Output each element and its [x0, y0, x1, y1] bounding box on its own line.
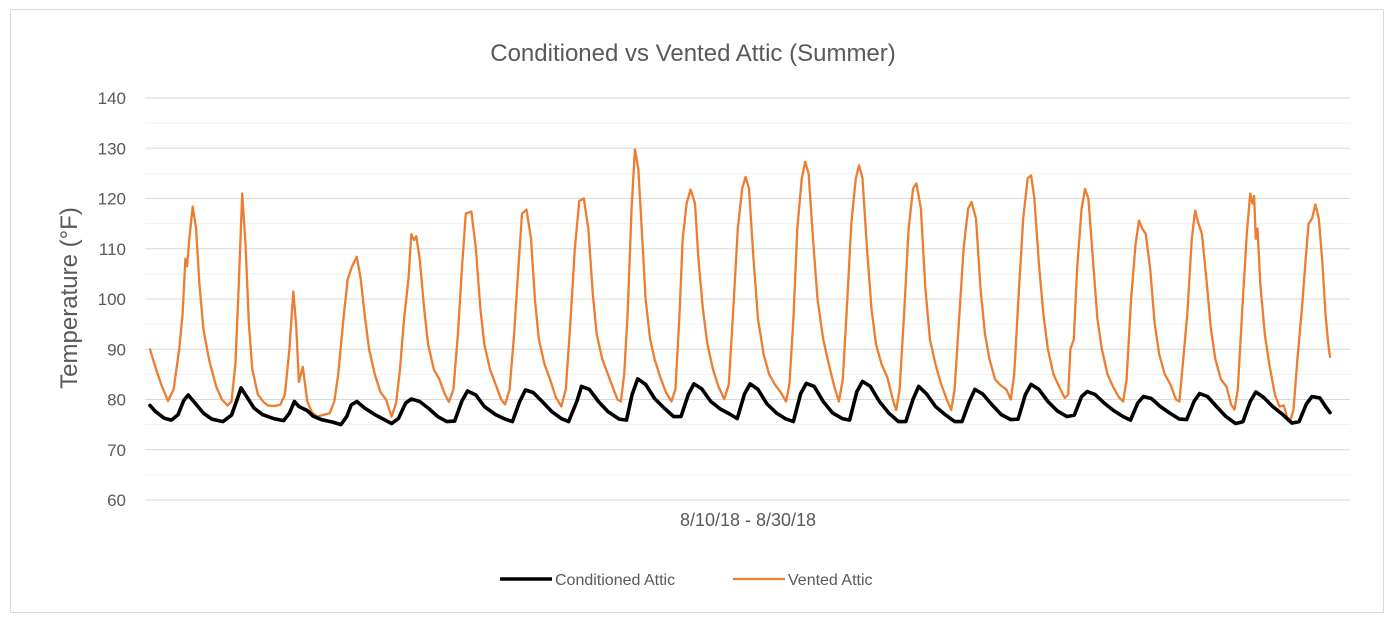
series-line-conditioned-attic — [148, 377, 1332, 427]
legend-label: Vented Attic — [788, 572, 873, 589]
legend-entry: Conditioned Attic — [500, 572, 675, 589]
y-tick-label: 120 — [98, 190, 126, 209]
gridlines — [145, 97, 1350, 501]
y-tick-label: 70 — [107, 441, 126, 460]
chart-frame — [10, 9, 1384, 613]
y-tick-label: 80 — [107, 391, 126, 410]
y-tick-label: 100 — [98, 290, 126, 309]
legend-entry: Vented Attic — [733, 572, 873, 589]
y-tick-label: 90 — [107, 340, 126, 359]
y-tick-label: 110 — [99, 240, 126, 259]
legend-label: Conditioned Attic — [555, 572, 675, 589]
y-axis-label: Temperature (°F) — [56, 207, 83, 389]
chart-title: Conditioned vs Vented Attic (Summer) — [490, 40, 896, 67]
y-tick-label: 140 — [98, 89, 126, 108]
y-tick-label: 130 — [98, 139, 126, 158]
legend: Conditioned Attic Vented Attic — [500, 572, 873, 589]
x-axis-label: 8/10/18 - 8/30/18 — [680, 510, 816, 530]
y-tick-label: 60 — [107, 491, 126, 510]
series-lines — [148, 148, 1332, 427]
y-tick-labels: 60 70 80 90 100 110 120 130 140 — [98, 89, 126, 510]
series-line-vented-attic — [148, 148, 1332, 421]
